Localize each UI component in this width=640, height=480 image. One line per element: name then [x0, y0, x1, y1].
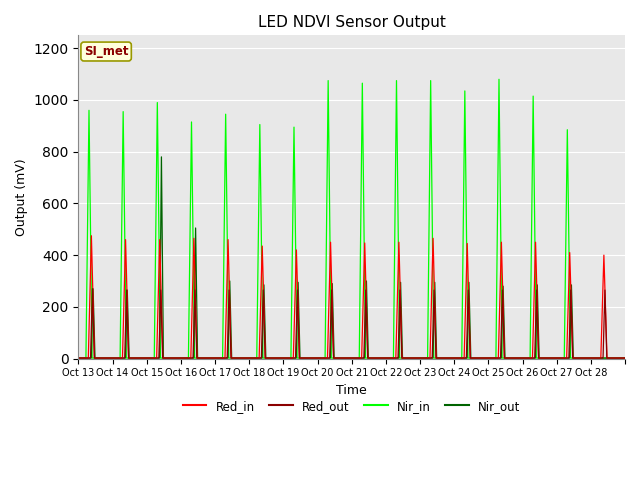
Nir_out — [398, 332, 406, 338]
Red_in — [75, 355, 83, 361]
Red_in — [422, 355, 429, 361]
Nir_out — [75, 355, 83, 361]
Red_in — [398, 353, 406, 359]
Nir_in — [422, 355, 429, 361]
Nir_in — [480, 355, 488, 361]
Red_out — [422, 355, 429, 361]
Red_out — [273, 355, 280, 361]
Red_out — [398, 355, 406, 361]
Line: Red_in: Red_in — [79, 236, 625, 358]
Title: LED NDVI Sensor Output: LED NDVI Sensor Output — [258, 15, 445, 30]
Red_out — [102, 355, 110, 361]
Y-axis label: Output (mV): Output (mV) — [15, 158, 28, 236]
Nir_in — [273, 355, 280, 361]
Nir_in — [495, 76, 503, 82]
Red_out — [621, 355, 629, 361]
Red_out — [88, 286, 96, 292]
Line: Red_out: Red_out — [79, 289, 625, 358]
Red_out — [509, 355, 516, 361]
Nir_out — [422, 355, 429, 361]
Red_in — [88, 233, 95, 239]
Red_out — [480, 355, 488, 361]
Red_in — [273, 355, 280, 361]
Nir_out — [102, 355, 109, 361]
Text: SI_met: SI_met — [84, 45, 129, 58]
Nir_out — [273, 355, 280, 361]
Nir_in — [509, 355, 516, 361]
Nir_in — [398, 355, 406, 361]
Legend: Red_in, Red_out, Nir_in, Nir_out: Red_in, Red_out, Nir_in, Nir_out — [178, 395, 525, 417]
Nir_in — [75, 355, 83, 361]
Nir_in — [102, 355, 109, 361]
Red_in — [102, 355, 110, 361]
X-axis label: Time: Time — [337, 384, 367, 397]
Red_in — [480, 355, 488, 361]
Red_out — [75, 355, 83, 361]
Line: Nir_in: Nir_in — [79, 79, 625, 358]
Red_in — [621, 355, 629, 361]
Nir_in — [621, 355, 629, 361]
Nir_out — [157, 154, 165, 160]
Nir_out — [480, 355, 488, 361]
Nir_out — [509, 355, 516, 361]
Nir_out — [621, 355, 629, 361]
Red_in — [509, 355, 516, 361]
Line: Nir_out: Nir_out — [79, 157, 625, 358]
